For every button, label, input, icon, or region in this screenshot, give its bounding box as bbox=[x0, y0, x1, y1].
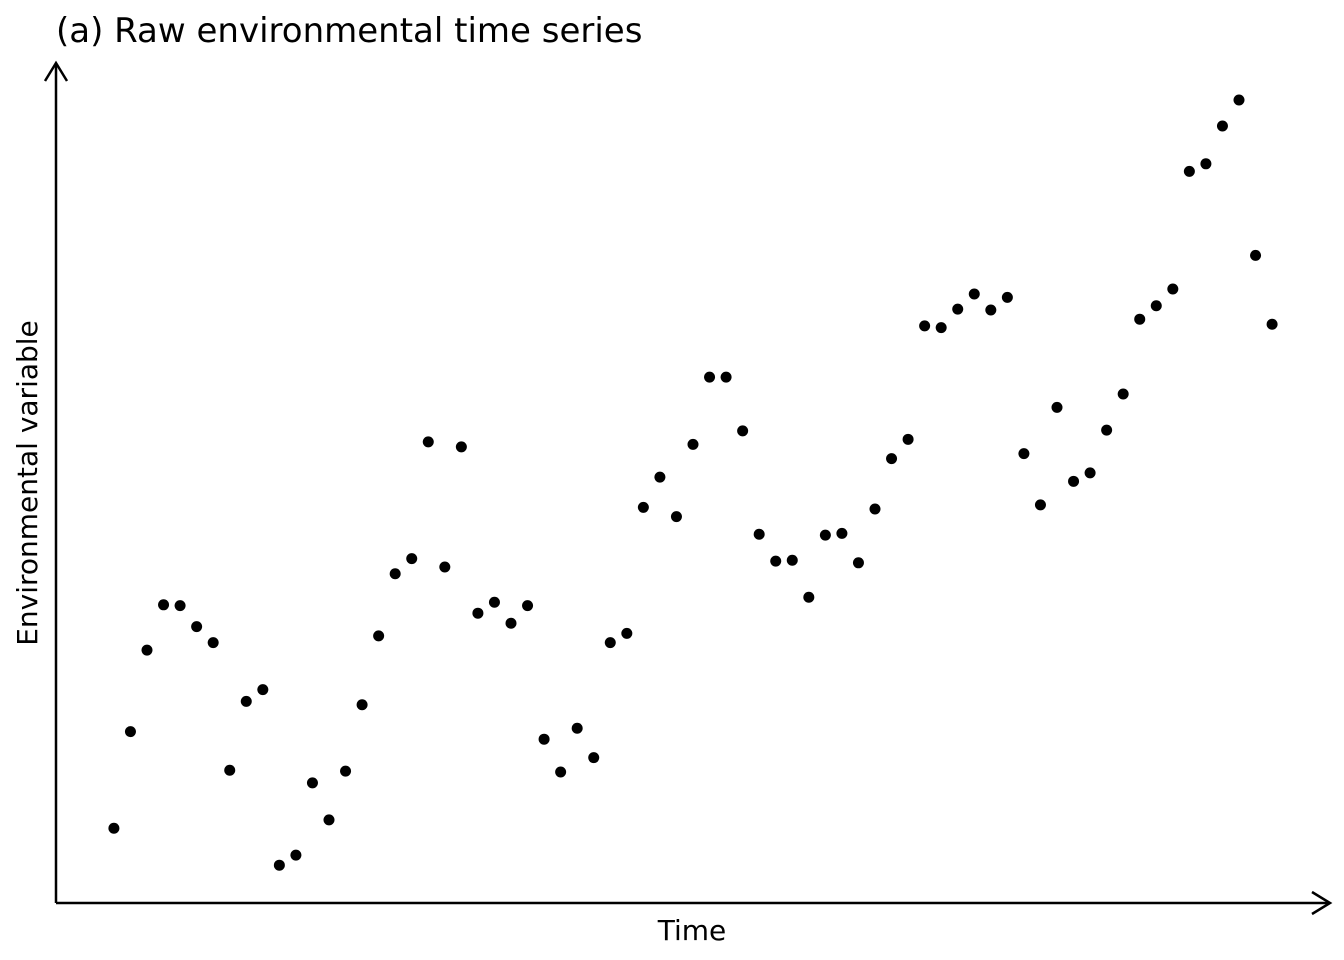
point bbox=[1084, 467, 1096, 479]
point bbox=[1034, 499, 1046, 511]
point bbox=[637, 501, 649, 513]
point bbox=[356, 699, 368, 711]
point bbox=[1101, 424, 1113, 436]
point bbox=[124, 726, 136, 738]
point bbox=[373, 630, 385, 642]
point bbox=[455, 441, 467, 453]
point bbox=[952, 303, 964, 315]
chart-title: (a) Raw environmental time series bbox=[56, 11, 642, 51]
point bbox=[919, 320, 931, 332]
point bbox=[670, 511, 682, 523]
point bbox=[720, 371, 732, 383]
x-axis-label: Time bbox=[657, 914, 727, 947]
point bbox=[753, 528, 765, 540]
point bbox=[158, 599, 170, 611]
point bbox=[588, 752, 600, 764]
point bbox=[1134, 313, 1146, 325]
point bbox=[240, 695, 252, 707]
point bbox=[191, 621, 203, 633]
point bbox=[207, 637, 219, 649]
point bbox=[224, 764, 236, 776]
point bbox=[1200, 158, 1212, 170]
point bbox=[1250, 249, 1262, 261]
point bbox=[174, 600, 186, 612]
point bbox=[522, 600, 534, 612]
point bbox=[687, 438, 699, 450]
axes bbox=[43, 60, 1333, 916]
point bbox=[290, 849, 302, 861]
point bbox=[538, 733, 550, 745]
point bbox=[571, 722, 583, 734]
point bbox=[1018, 448, 1030, 460]
point bbox=[555, 766, 567, 778]
point bbox=[1167, 283, 1179, 295]
point bbox=[1266, 318, 1278, 330]
point bbox=[621, 627, 633, 639]
point bbox=[108, 822, 120, 834]
point bbox=[604, 637, 616, 649]
point bbox=[654, 471, 666, 483]
point bbox=[505, 617, 517, 629]
point bbox=[340, 765, 352, 777]
point bbox=[786, 554, 798, 566]
point bbox=[704, 371, 716, 383]
point bbox=[1068, 475, 1080, 487]
point bbox=[803, 591, 815, 603]
point bbox=[1233, 94, 1245, 106]
point bbox=[1117, 388, 1129, 400]
point bbox=[869, 503, 881, 515]
point bbox=[737, 425, 749, 437]
point bbox=[1051, 401, 1063, 413]
point bbox=[1183, 165, 1195, 177]
point bbox=[389, 568, 401, 580]
point bbox=[935, 322, 947, 334]
point bbox=[886, 453, 898, 465]
point bbox=[257, 684, 269, 696]
point bbox=[1150, 300, 1162, 312]
point bbox=[422, 436, 434, 448]
point bbox=[836, 527, 848, 539]
point bbox=[819, 529, 831, 541]
point bbox=[968, 288, 980, 300]
point bbox=[902, 433, 914, 445]
point bbox=[985, 304, 997, 316]
point bbox=[770, 555, 782, 567]
point bbox=[1216, 120, 1228, 132]
point bbox=[323, 814, 335, 826]
x-axis-arrow bbox=[1311, 890, 1333, 916]
point bbox=[488, 596, 500, 608]
point bbox=[141, 644, 153, 656]
y-axis-arrow bbox=[43, 60, 69, 82]
point bbox=[472, 607, 484, 619]
point bbox=[1001, 291, 1013, 303]
point bbox=[852, 557, 864, 569]
point bbox=[439, 561, 451, 573]
point bbox=[273, 859, 285, 871]
point bbox=[306, 777, 318, 789]
point bbox=[406, 553, 418, 565]
y-axis-label: Environmental variable bbox=[11, 320, 44, 646]
